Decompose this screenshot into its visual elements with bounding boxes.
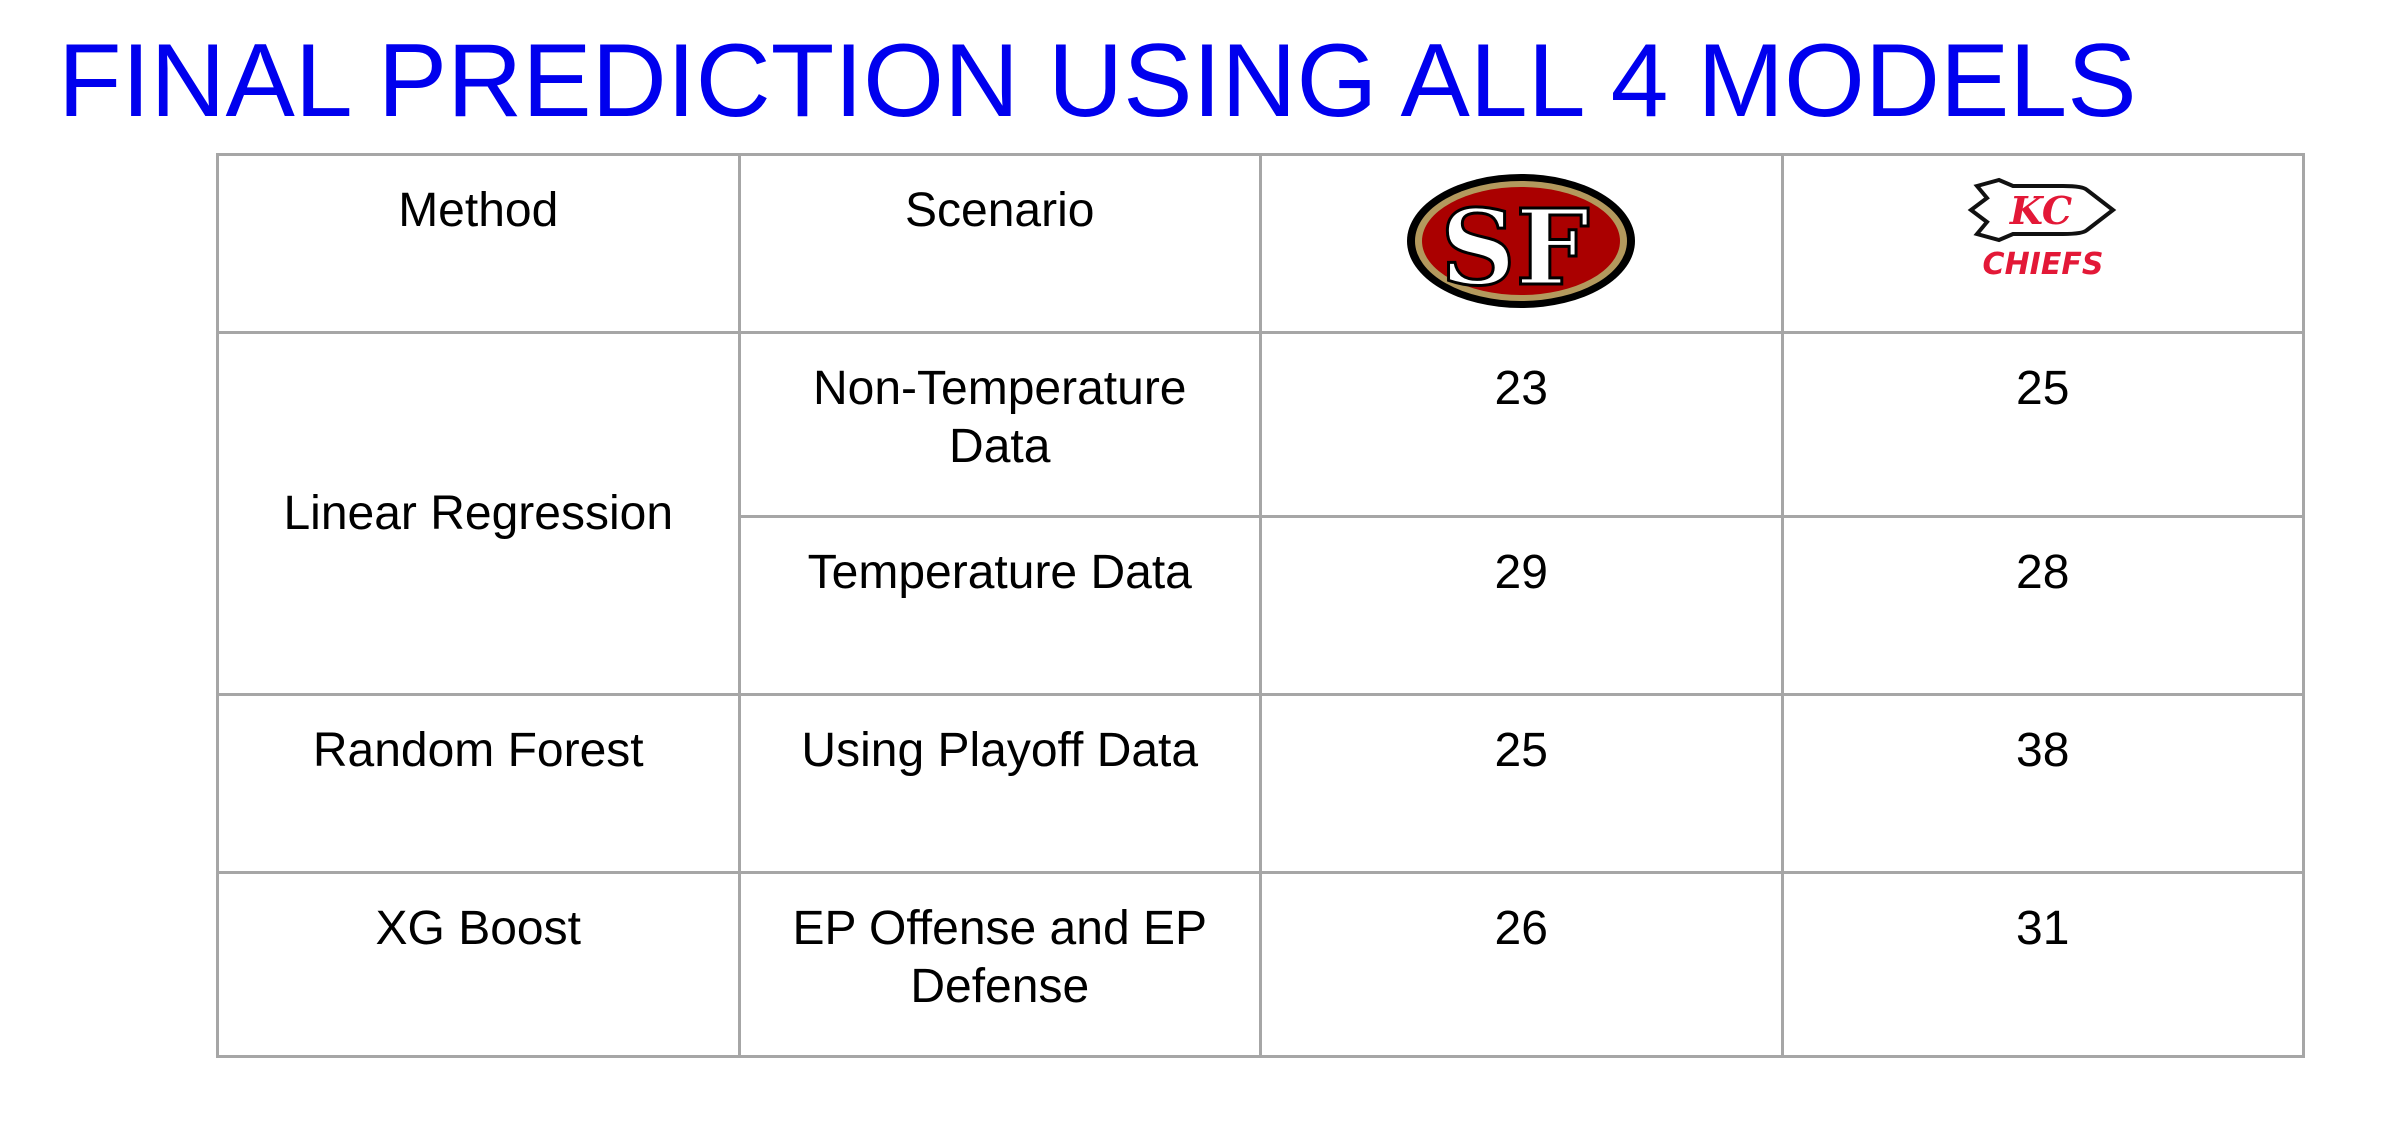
table-row: Temperature Data 29 28 (218, 515, 2305, 696)
49ers-score-cell: 29 (1259, 515, 1784, 696)
49ers-score-cell: 26 (1259, 871, 1784, 1058)
method-cell: XG Boost (216, 871, 741, 1058)
table-row: Random Forest Using Playoff Data 25 38 (216, 693, 2305, 874)
table-header-row: Method Scenario SF KC CHIEFS (216, 153, 2305, 334)
49ers-score-cell: 25 (1259, 693, 1784, 874)
method-cell: Random Forest (216, 693, 741, 874)
49ers-logo-icon: SF (1405, 172, 1637, 324)
scenario-cell: EP Offense and EP Defense (737, 871, 1262, 1058)
method-cell: Linear Regression (216, 331, 741, 696)
chiefs-logo-icon: KC CHIEFS (1963, 172, 2123, 296)
header-chiefs: KC CHIEFS (1780, 153, 2305, 334)
table-row: Linear Regression Non-Temperature Data 2… (216, 331, 2305, 696)
chiefs-logo-text: CHIEFS (1982, 247, 2103, 282)
chiefs-score-cell: 38 (1780, 693, 2305, 874)
prediction-table: Method Scenario SF KC CHIEFS (216, 153, 2305, 1058)
49ers-score-cell: 23 (1259, 331, 1784, 518)
header-49ers: SF (1259, 153, 1784, 334)
page-title: FINAL PREDICTION USING ALL 4 MODELS (58, 23, 2137, 139)
scenario-cell: Temperature Data (737, 515, 1262, 696)
header-scenario: Scenario (737, 153, 1262, 334)
header-method: Method (216, 153, 741, 334)
chiefs-score-cell: 28 (1780, 515, 2305, 696)
table-row: XG Boost EP Offense and EP Defense 26 31 (216, 871, 2305, 1058)
scenario-cell: Using Playoff Data (737, 693, 1262, 874)
49ers-logo-text: SF (1441, 186, 1590, 309)
chiefs-score-cell: 31 (1780, 871, 2305, 1058)
chiefs-score-cell: 25 (1780, 331, 2305, 518)
scenario-cell: Non-Temperature Data (737, 331, 1262, 518)
chiefs-logo-monogram: KC (2009, 188, 2072, 233)
